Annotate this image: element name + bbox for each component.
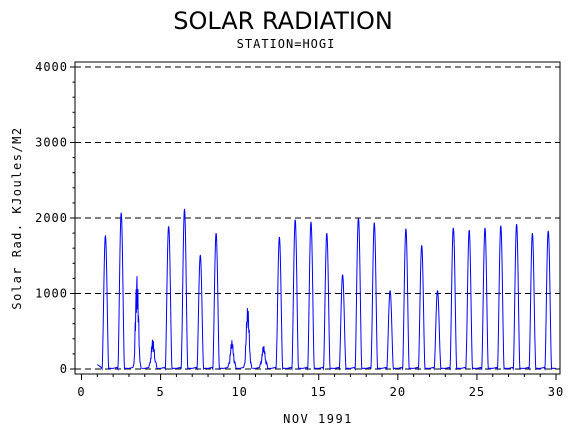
y-tick-label-1000: 1000 xyxy=(35,287,68,301)
plot-frame xyxy=(74,61,561,375)
grid-lines xyxy=(75,66,560,370)
x-tick-label-10: 10 xyxy=(231,385,247,399)
x-tick-label-15: 15 xyxy=(311,385,327,399)
y-tick-label-0: 0 xyxy=(60,362,68,376)
y-tick-label-4000: 4000 xyxy=(35,60,68,74)
x-tick-label-0: 0 xyxy=(77,385,85,399)
x-tick-label-20: 20 xyxy=(390,385,406,399)
x-tick-label-30: 30 xyxy=(548,385,564,399)
series-line xyxy=(97,208,557,371)
y-axis: 0 1000 2000 3000 4000 xyxy=(35,60,75,376)
x-axis: 0 5 10 15 20 25 30 xyxy=(77,374,564,399)
y-axis-label: Solar Rad. KJoules/M2 xyxy=(10,126,24,309)
y-tick-label-3000: 3000 xyxy=(35,136,68,150)
x-axis-label: NOV 1991 xyxy=(283,412,353,426)
y-tick-label-2000: 2000 xyxy=(35,211,68,225)
chart-title: SOLAR RADIATION xyxy=(173,7,393,35)
x-tick-label-25: 25 xyxy=(469,385,485,399)
x-tick-label-5: 5 xyxy=(156,385,164,399)
chart-subtitle: STATION=HOGI xyxy=(237,37,336,51)
series-group xyxy=(97,208,557,371)
